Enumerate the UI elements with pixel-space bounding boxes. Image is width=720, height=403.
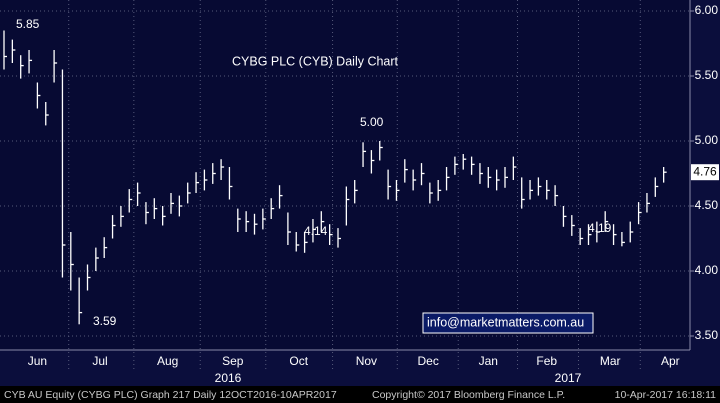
y-tick-label: 6.00 xyxy=(695,3,719,17)
footer-text: CYB AU Equity (CYBG PLC) Graph 217 Daily… xyxy=(4,389,337,401)
y-tick-label: 5.50 xyxy=(695,68,719,82)
watermark-box xyxy=(422,312,594,334)
x-tick-label: Jun xyxy=(28,354,47,368)
annotation: 5.00 xyxy=(360,115,384,129)
year-label: 2016 xyxy=(215,371,242,385)
last-price-tag xyxy=(691,164,719,181)
x-tick-label: Nov xyxy=(356,354,377,368)
annotation: 3.59 xyxy=(93,314,117,328)
footer-bar xyxy=(0,386,720,403)
x-tick-label: Sep xyxy=(222,354,244,368)
watermark: info@marketmatters.com.au xyxy=(427,315,584,329)
y-tick-label: 3.50 xyxy=(695,328,719,342)
x-tick-label: Feb xyxy=(536,354,557,368)
x-tick-label: Apr xyxy=(661,354,680,368)
year-label: 2017 xyxy=(555,371,582,385)
plot-area xyxy=(0,0,690,350)
annotation: 5.85 xyxy=(16,17,40,31)
last-price-label: 4.76 xyxy=(693,164,717,178)
annotation: 4.14 xyxy=(304,224,328,238)
annotation: 4.19 xyxy=(588,221,612,235)
x-tick-label: Oct xyxy=(289,354,308,368)
x-tick-label: Aug xyxy=(157,354,178,368)
footer-text: Copyright© 2017 Bloomberg Finance L.P. xyxy=(372,389,565,401)
y-tick-label: 5.00 xyxy=(695,133,719,147)
y-tick-label: 4.00 xyxy=(695,263,719,277)
x-tick-label: Jul xyxy=(92,354,107,368)
y-tick-label: 4.50 xyxy=(695,198,719,212)
x-tick-label: Dec xyxy=(418,354,439,368)
x-tick-label: Jan xyxy=(479,354,498,368)
footer-text: 10-Apr-2017 16:18:11 xyxy=(615,389,717,401)
chart-title: CYBG PLC (CYB) Daily Chart xyxy=(232,54,399,68)
x-tick-label: Mar xyxy=(600,354,621,368)
